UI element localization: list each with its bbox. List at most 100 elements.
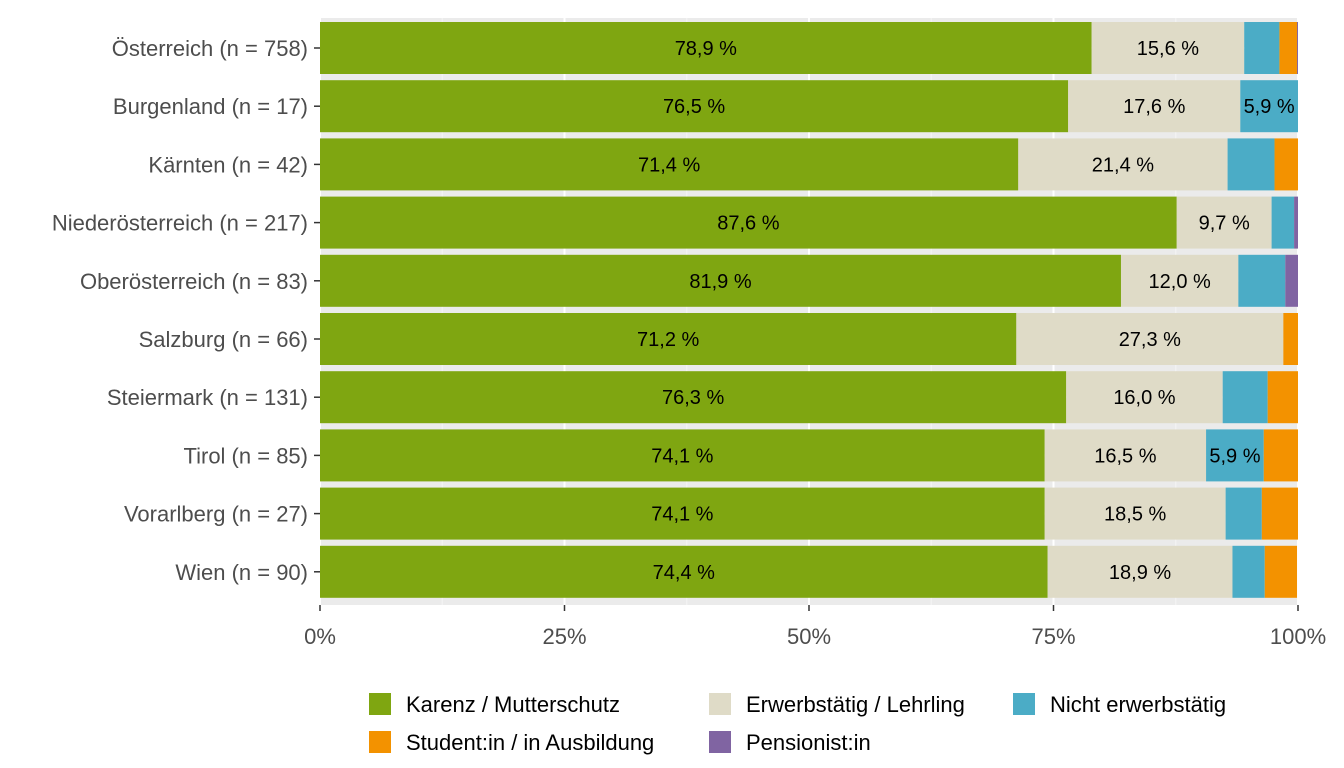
bar-segment (1206, 429, 1264, 482)
bar-segment (1232, 545, 1265, 598)
category-label: Kärnten (n = 42) (148, 152, 308, 177)
bar-segment (1120, 254, 1239, 307)
data-label: 74,4 % (653, 562, 715, 584)
legend-swatch (369, 693, 391, 715)
data-label: 74,1 % (651, 445, 713, 467)
x-tick-label: 50% (787, 624, 831, 649)
bar-segment (320, 22, 1092, 74)
bar-segment (1297, 22, 1298, 74)
bar-segment (1047, 545, 1233, 598)
bar-segment (1244, 22, 1280, 74)
data-label: 74,1 % (651, 504, 713, 526)
bar-segment (320, 254, 1121, 307)
bar-segment (320, 80, 1069, 133)
category-label: Wien (n = 90) (175, 560, 308, 585)
data-label: 71,4 % (638, 154, 700, 176)
bar-row: 74,4 % 18,9 % (320, 545, 1298, 598)
bar-segment (320, 196, 1177, 249)
legend-swatch (369, 731, 391, 753)
bar-row: 74,1 % 18,5 % (320, 487, 1298, 540)
data-label: 9,7 % (1199, 213, 1250, 235)
legend-label: Karenz / Mutterschutz (406, 692, 620, 717)
bar-segment (1238, 254, 1286, 307)
data-label: 18,9 % (1109, 562, 1171, 584)
bar-segment (1261, 487, 1298, 540)
bar-segment (1227, 138, 1275, 191)
data-label: 27,3 % (1119, 329, 1181, 351)
legend-item: Erwerbstätig / Lehrling (709, 692, 965, 717)
data-label: 5,9 % (1244, 96, 1295, 118)
data-label: 16,5 % (1094, 445, 1156, 467)
data-label: 12,0 % (1149, 271, 1211, 293)
bar-row: 74,1 % 16,5 % 5,9 % (320, 429, 1298, 482)
data-label: 76,5 % (663, 96, 725, 118)
bar-segment (320, 138, 1019, 191)
bar-row: 76,3 % 16,0 % (320, 371, 1298, 424)
data-label: 17,6 % (1123, 96, 1185, 118)
legend-label: Student:in / in Ausbildung (406, 730, 654, 755)
bar-segment (1044, 429, 1207, 482)
data-label: 15,6 % (1137, 38, 1199, 60)
x-tick-label: 25% (542, 624, 586, 649)
bar-segment (320, 371, 1067, 424)
bar-segment (1274, 138, 1298, 191)
bar-segment (1294, 196, 1298, 249)
category-label: Österreich (n = 758) (112, 36, 308, 61)
bar-row: 76,5 % 17,6 % 5,9 % (320, 80, 1298, 133)
data-label: 16,0 % (1113, 387, 1175, 409)
bar-segment (1283, 313, 1298, 365)
legend-label: Pensionist:in (746, 730, 871, 755)
data-label: 21,4 % (1092, 154, 1154, 176)
legend-swatch (1013, 693, 1035, 715)
category-label: Niederösterreich (n = 217) (52, 211, 308, 236)
bar-segment (1176, 196, 1272, 249)
legend-item: Karenz / Mutterschutz (369, 692, 620, 717)
data-label: 18,5 % (1104, 504, 1166, 526)
bar-segment (1240, 80, 1298, 133)
legend-item: Nicht erwerbstätig (1013, 692, 1226, 717)
bar-row: 71,2 % 27,3 % (320, 313, 1298, 365)
bar-segment (1066, 371, 1223, 424)
data-label: 78,9 % (675, 38, 737, 60)
bar-segment (1271, 196, 1295, 249)
bar-segment (1016, 313, 1284, 365)
category-label: Oberösterreich (n = 83) (80, 269, 308, 294)
category-label: Vorarlberg (n = 27) (124, 502, 308, 527)
bar-row: 87,6 % 9,7 % (320, 196, 1298, 249)
bar-segment (1279, 22, 1298, 74)
category-label: Salzburg (n = 66) (139, 327, 308, 352)
bar-segment (320, 429, 1045, 482)
legend-label: Nicht erwerbstätig (1050, 692, 1226, 717)
x-tick-label: 0% (304, 624, 336, 649)
category-label: Steiermark (n = 131) (107, 385, 308, 410)
bar-segment (320, 487, 1045, 540)
category-label: Tirol (n = 85) (183, 443, 308, 468)
category-labels: Österreich (n = 758) Burgenland (n = 17) K… (52, 36, 320, 585)
x-tick-label: 100% (1270, 624, 1326, 649)
legend-item: Pensionist:in (709, 730, 871, 755)
x-axis: 0% 25% 50% 75% 100% (304, 605, 1326, 649)
bar-segment (320, 313, 1017, 365)
bar-segment (1091, 22, 1245, 74)
bar-segment (320, 545, 1048, 598)
bar-segment (1225, 487, 1262, 540)
bar-segment (1044, 487, 1226, 540)
x-tick-label: 75% (1031, 624, 1075, 649)
data-label: 76,3 % (662, 387, 724, 409)
bar-row: 81,9 % 12,0 % (320, 254, 1298, 307)
bar-segment (1267, 371, 1298, 424)
bar-row: 71,4 % 21,4 % (320, 138, 1298, 191)
legend-swatch (709, 731, 731, 753)
legend: Karenz / Mutterschutz Erwerbstätig / Lehr… (369, 692, 1226, 755)
bar-segment (1222, 371, 1268, 424)
data-label: 81,9 % (689, 271, 751, 293)
legend-swatch (709, 693, 731, 715)
legend-item: Student:in / in Ausbildung (369, 730, 654, 755)
legend-label: Erwerbstätig / Lehrling (746, 692, 965, 717)
bar-segment (1018, 138, 1228, 191)
data-label: 5,9 % (1209, 445, 1260, 467)
bar-segment (1264, 545, 1298, 598)
bars: 78,9 % 15,6 % 76,5 % 17,6 % 5,9 % 71,4 % 21,4 … (320, 22, 1298, 598)
data-label: 87,6 % (717, 213, 779, 235)
